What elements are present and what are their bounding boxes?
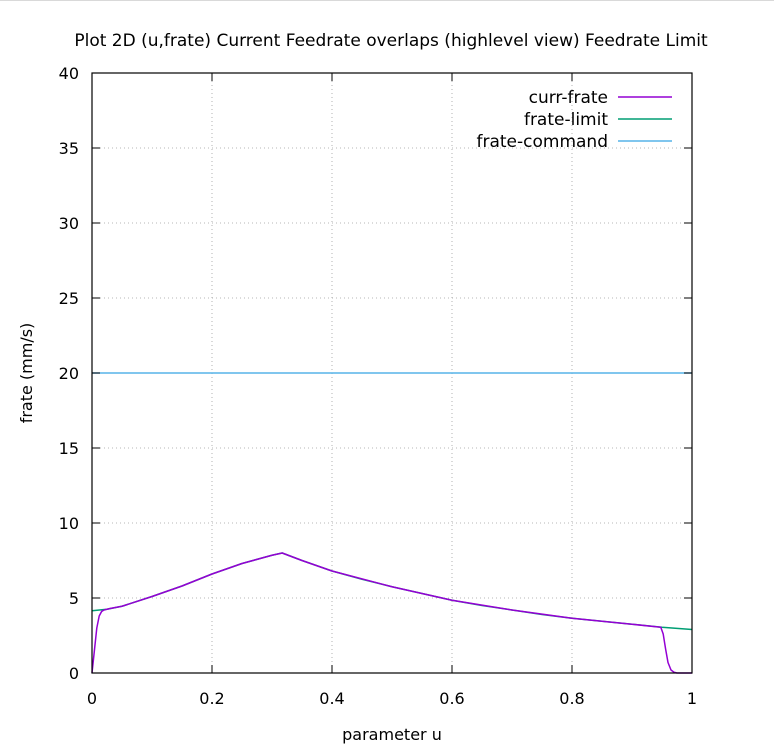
x-tick-label: 0.6 (439, 689, 464, 708)
y-tick-label: 40 (59, 64, 79, 83)
y-tick-label: 15 (59, 439, 79, 458)
y-tick-label: 30 (59, 214, 79, 233)
y-tick-label: 5 (69, 589, 79, 608)
y-tick-label: 35 (59, 139, 79, 158)
chart-title: Plot 2D (u,frate) Current Feedrate overl… (74, 31, 708, 51)
grid (92, 73, 692, 673)
x-tick-label: 0.8 (559, 689, 584, 708)
x-tick-label: 0 (87, 689, 97, 708)
x-tick-label: 0.4 (319, 689, 344, 708)
series-line-curr-frate (91, 552, 692, 674)
legend-label-frate-command: frate-command (476, 132, 608, 152)
y-axis-label: frate (mm/s) (17, 323, 36, 424)
legend-label-frate-limit: frate-limit (524, 110, 608, 130)
x-tick-label: 1 (687, 689, 697, 708)
x-axis-label: parameter u (342, 725, 442, 744)
series-line-frate-limit (91, 552, 693, 631)
y-tick-label: 0 (69, 664, 79, 683)
y-tick-label: 25 (59, 289, 79, 308)
window-top-border (0, 0, 774, 1)
series-group (91, 372, 693, 674)
y-tick-label: 10 (59, 514, 79, 533)
legend-label-curr-frate: curr-frate (529, 88, 608, 108)
y-tick-label: 20 (59, 364, 79, 383)
x-tick-label: 0.2 (199, 689, 224, 708)
